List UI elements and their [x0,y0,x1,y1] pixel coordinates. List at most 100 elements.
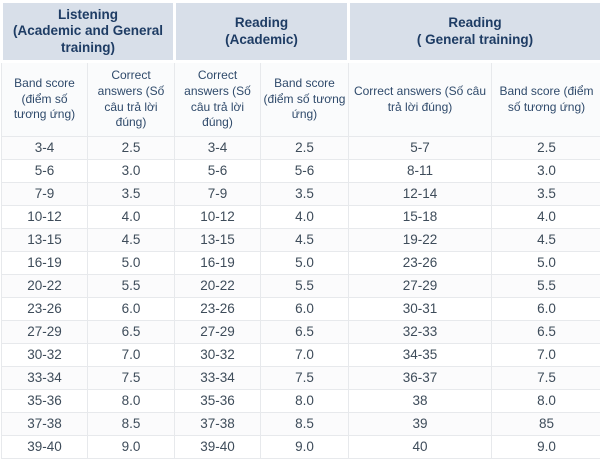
table-cell: 5-6 [2,159,88,182]
table-cell: 6.0 [88,297,175,320]
group-title-line1: Reading [178,15,345,31]
table-cell: 7.5 [492,366,600,389]
table-cell: 5.5 [492,274,600,297]
table-cell: 40 [349,435,492,458]
table-cell: 3.0 [88,159,175,182]
table-cell: 7.0 [492,343,600,366]
table-cell: 35-36 [2,389,88,412]
table-cell: 34-35 [349,343,492,366]
table-cell: 3.0 [492,159,600,182]
table-cell: 8-11 [349,159,492,182]
table-cell: 19-22 [349,228,492,251]
table-cell: 13-15 [2,228,88,251]
table-cell: 7-9 [2,182,88,205]
table-cell: 5.0 [261,251,349,274]
table-cell: 9.0 [261,435,349,458]
table-cell: 37-38 [175,412,261,435]
table-cell: 3.5 [492,182,600,205]
table-cell: 27-29 [2,320,88,343]
table-cell: 8.5 [88,412,175,435]
table-cell: 15-18 [349,205,492,228]
table-cell: 8.0 [492,389,600,412]
table-cell: 36-37 [349,366,492,389]
column-header-correct-answers-listening: Correct answers (Số câu trả lời đúng) [88,62,175,136]
table-cell: 39 [349,412,492,435]
table-cell: 6.5 [261,320,349,343]
table-cell: 30-32 [2,343,88,366]
table-cell: 2.5 [492,136,600,159]
table-cell: 4.0 [261,205,349,228]
table-cell: 6.0 [492,297,600,320]
table-cell: 37-38 [2,412,88,435]
table-cell: 7.5 [261,366,349,389]
table-cell: 5.0 [492,251,600,274]
table-cell: 4.5 [88,228,175,251]
table-cell: 3-4 [2,136,88,159]
table-cell: 8.5 [261,412,349,435]
group-header-reading-general: Reading ( General training) [349,2,600,62]
table-cell: 4.5 [261,228,349,251]
table-cell: 5-6 [175,159,261,182]
table-cell: 4.0 [492,205,600,228]
table-cell: 38 [349,389,492,412]
table-cell: 4.5 [492,228,600,251]
table-cell: 85 [492,412,600,435]
column-header-correct-answers-general: Correct answers (Số câu trả lời đúng) [349,62,492,136]
table-cell: 7.5 [88,366,175,389]
table-cell: 9.0 [88,435,175,458]
column-header-band-score-academic: Band score (điểm số tương ứng) [261,62,349,136]
group-header-row: Listening (Academic and General training… [2,2,600,62]
table-cell: 20-22 [2,274,88,297]
table-cell: 33-34 [2,366,88,389]
table-cell: 5.5 [261,274,349,297]
table-cell: 7-9 [175,182,261,205]
column-header-band-score-general: Band score (điểm số tương ứng) [492,62,600,136]
table-cell: 23-26 [349,251,492,274]
table-cell: 35-36 [175,389,261,412]
table-cell: 6.5 [88,320,175,343]
table-cell: 3.5 [88,182,175,205]
table-cell: 5.5 [88,274,175,297]
group-title-line1: Listening [5,7,171,23]
table-cell: 10-12 [2,205,88,228]
table-cell: 3.5 [261,182,349,205]
table-cell: 13-15 [175,228,261,251]
group-title-line1: Reading [352,15,598,31]
table-cell: 8.0 [88,389,175,412]
table-cell: 16-19 [175,251,261,274]
group-header-listening: Listening (Academic and General training… [2,2,175,62]
table-cell: 39-40 [175,435,261,458]
table-cell: 39-40 [2,435,88,458]
table-cell: 30-32 [175,343,261,366]
table-cell: 27-29 [349,274,492,297]
column-header-row: Band score (điểm số tương ứng) Correct a… [2,62,600,136]
group-title-line2: (Academic) [178,32,345,48]
table-cell: 6.0 [261,297,349,320]
table-cell: 8.0 [261,389,349,412]
table-cell: 5-6 [261,159,349,182]
table-cell: 12-14 [349,182,492,205]
table-header: Listening (Academic and General training… [2,2,600,137]
table-cell: 3-4 [175,136,261,159]
table-cell: 30-31 [349,297,492,320]
table-cell: 7.0 [261,343,349,366]
table-cell: 2.5 [88,136,175,159]
table-cell: 5.0 [88,251,175,274]
column-header-band-score-listening: Band score (điểm số tương ứng) [2,62,88,136]
table-cell: 4.0 [88,205,175,228]
table-cell: 20-22 [175,274,261,297]
table-cell: 23-26 [2,297,88,320]
table-cell: 33-34 [175,366,261,389]
table-cell: 2.5 [261,136,349,159]
